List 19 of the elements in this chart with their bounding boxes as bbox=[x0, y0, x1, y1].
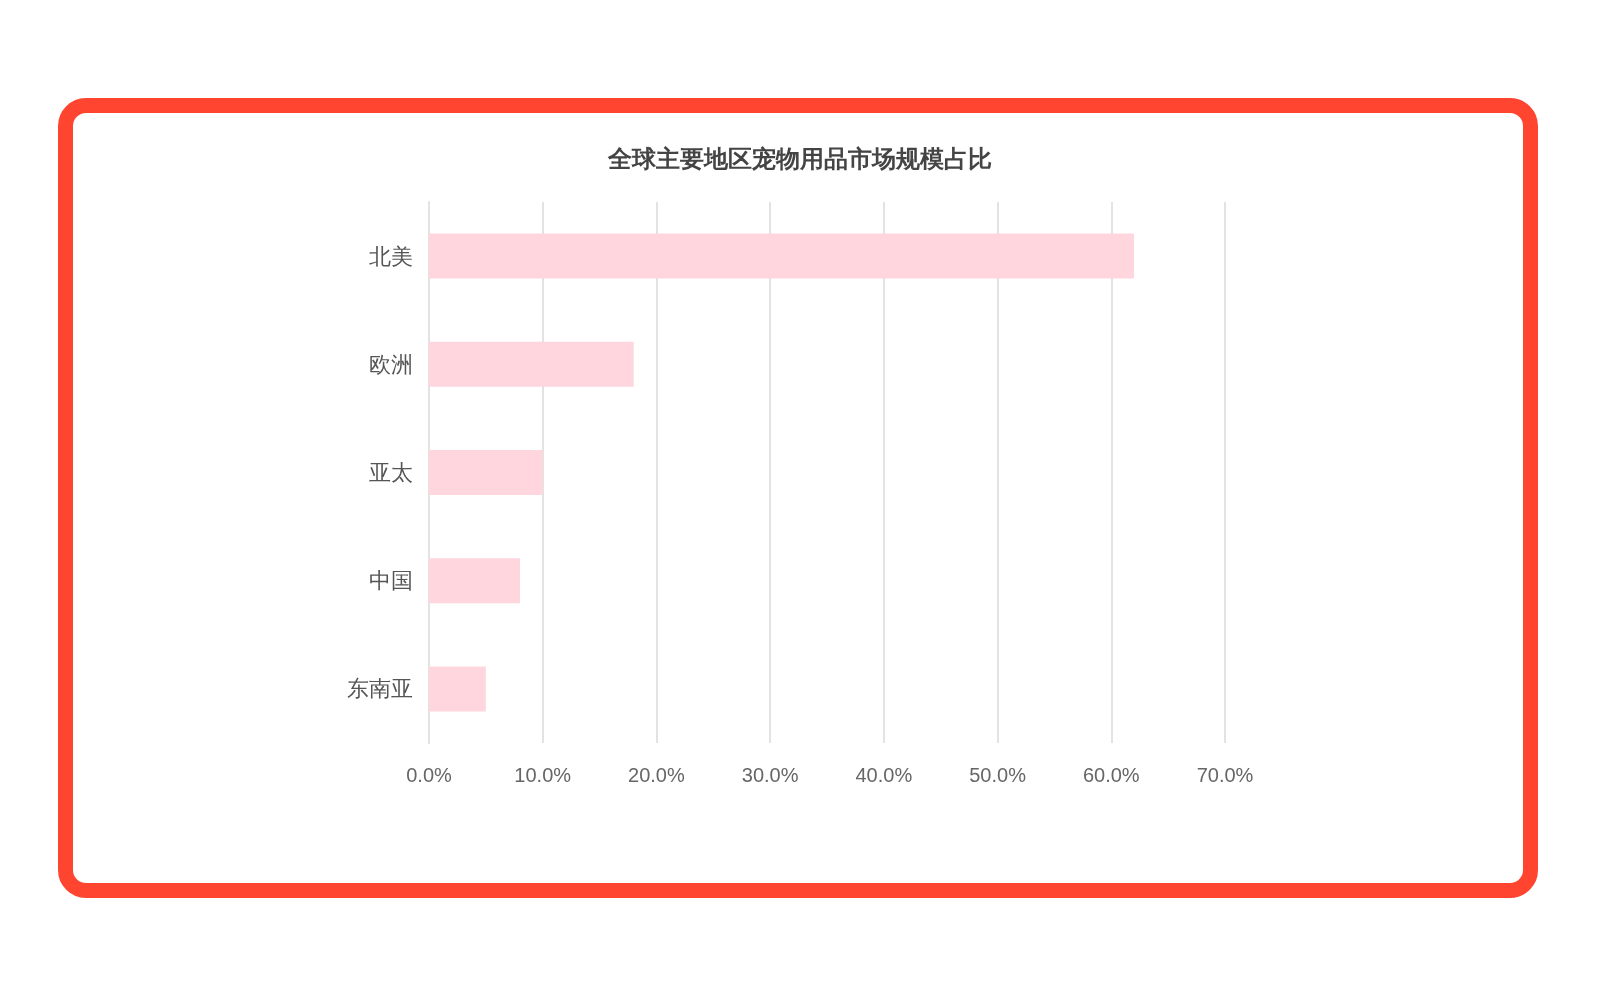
chart-title: 全球主要地区宠物用品市场规模占比 bbox=[607, 145, 992, 173]
x-tick-label: 50.0% bbox=[969, 764, 1027, 786]
bar bbox=[429, 450, 543, 495]
bar bbox=[429, 233, 1135, 279]
x-tick-label: 60.0% bbox=[1082, 764, 1140, 786]
y-tick-label: 欧洲 bbox=[369, 351, 413, 377]
x-tick-label: 40.0% bbox=[855, 764, 913, 786]
y-tick-label: 北美 bbox=[369, 243, 413, 269]
y-tick-label: 中国 bbox=[369, 568, 413, 594]
y-tick-label: 东南亚 bbox=[347, 676, 413, 702]
x-tick-label: 70.0% bbox=[1196, 764, 1254, 786]
bar bbox=[429, 558, 520, 604]
bar bbox=[429, 341, 634, 387]
y-tick-label: 亚太 bbox=[369, 460, 413, 485]
x-tick-label: 20.0% bbox=[628, 764, 685, 786]
x-tick-label: 30.0% bbox=[741, 764, 799, 786]
bar bbox=[429, 666, 486, 712]
x-tick-label: 10.0% bbox=[514, 764, 572, 786]
x-tick-label: 0.0% bbox=[406, 764, 453, 786]
